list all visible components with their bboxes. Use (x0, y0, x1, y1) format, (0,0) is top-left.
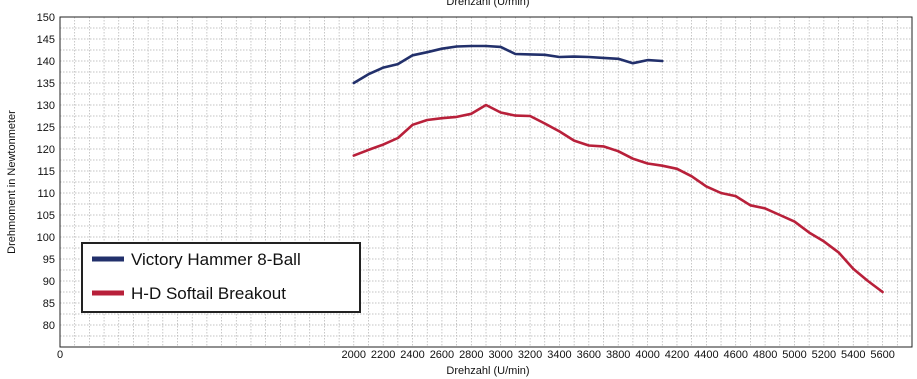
legend-label-victory: Victory Hammer 8-Ball (131, 250, 301, 269)
x-tick-label: 4000 (635, 349, 659, 361)
x-tick-label: 3800 (606, 349, 630, 361)
x-tick-label: 3600 (577, 349, 601, 361)
y-tick-labels: 80 85 90 95 100 105 110 115 120 125 130 135 140 145 15… (37, 12, 55, 332)
x-tick-label: 2400 (400, 349, 424, 361)
y-tick-label: 150 (37, 12, 55, 24)
x-tick-label: 5400 (841, 349, 865, 361)
x-axis-label: Drehzahl (U/min) (446, 365, 529, 377)
x-tick-label: 5200 (812, 349, 836, 361)
x-tick-label: 0 (57, 349, 63, 361)
x-tick-label: 5000 (782, 349, 806, 361)
x-tick-label: 2800 (459, 349, 483, 361)
x-tick-label: 4400 (694, 349, 718, 361)
y-tick-label: 105 (37, 210, 55, 222)
x-tick-label: 3200 (518, 349, 542, 361)
series-line-1 (352, 103, 884, 294)
y-tick-label: 140 (37, 56, 55, 68)
x-tick-label: 2200 (371, 349, 395, 361)
y-tick-label: 135 (37, 78, 55, 90)
y-tick-label: 85 (43, 298, 55, 310)
x-tick-label: 3000 (488, 349, 512, 361)
y-tick-label: 125 (37, 122, 55, 134)
series-line-0 (352, 44, 664, 85)
y-tick-label: 115 (37, 166, 55, 178)
y-tick-label: 95 (43, 254, 55, 266)
legend-label-hd: H-D Softail Breakout (131, 284, 286, 303)
y-axis-label: Drehmoment in Newtonmeter (6, 110, 18, 254)
y-tick-label: 90 (43, 276, 55, 288)
series-lines (352, 44, 884, 294)
x-tick-label: 4800 (753, 349, 777, 361)
y-tick-label: 120 (37, 144, 55, 156)
plot-border (59, 16, 913, 348)
x-tick-label: 3400 (547, 349, 571, 361)
legend-box (81, 242, 361, 313)
y-tick-label: 110 (37, 188, 55, 200)
y-tick-label: 145 (37, 34, 55, 46)
x-tick-label: 5600 (870, 349, 894, 361)
x-axis-label-top: Drehzahl (U/min) (446, 0, 529, 8)
grid (59, 17, 912, 347)
legend: Victory Hammer 8-Ball H-D Softail Breako… (81, 242, 361, 313)
x-tick-label: 4600 (723, 349, 747, 361)
x-tick-label: 4200 (665, 349, 689, 361)
y-tick-label: 100 (37, 232, 55, 244)
x-tick-label: 2000 (342, 349, 366, 361)
y-tick-label: 80 (43, 320, 55, 332)
x-tick-labels: 0 2000 2200 2400 2600 2800 3000 3200 3400 3600 380… (57, 349, 895, 361)
y-tick-label: 130 (37, 100, 55, 112)
x-tick-label: 2600 (430, 349, 454, 361)
